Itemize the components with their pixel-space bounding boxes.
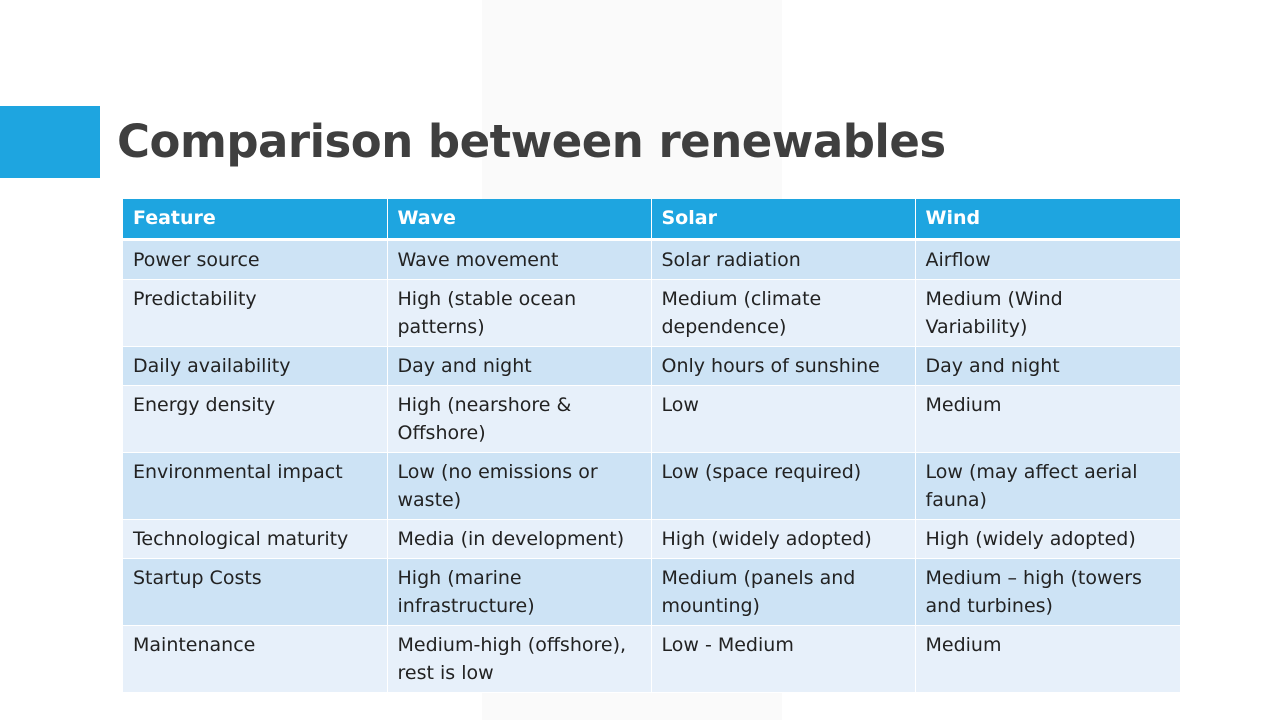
cell-wave: Day and night	[387, 346, 652, 386]
header-wind: Wind	[915, 199, 1180, 241]
cell-wind: High (widely adopted)	[915, 519, 1180, 559]
cell-solar: Low (space required)	[651, 452, 916, 520]
comparison-table-container: Feature Wave Solar Wind Power source Wav…	[123, 199, 1180, 693]
cell-wave: High (marine infrastructure)	[387, 558, 652, 626]
cell-feature: Energy density	[123, 385, 388, 453]
cell-solar: Only hours of sunshine	[651, 346, 916, 386]
table-row: Power source Wave movement Solar radiati…	[123, 239, 1180, 280]
table-row: Energy density High (nearshore & Offshor…	[123, 385, 1180, 453]
cell-solar: Medium (panels and mounting)	[651, 558, 916, 626]
cell-feature: Startup Costs	[123, 558, 388, 626]
cell-wind: Airflow	[915, 239, 1180, 280]
slide-title: Comparison between renewables	[117, 115, 946, 168]
table-row: Maintenance Medium-high (offshore), rest…	[123, 625, 1180, 693]
accent-block	[0, 106, 100, 178]
cell-wind: Medium – high (towers and turbines)	[915, 558, 1180, 626]
cell-wind: Medium (Wind Variability)	[915, 279, 1180, 347]
table-row: Environmental impact Low (no emissions o…	[123, 452, 1180, 520]
cell-feature: Technological maturity	[123, 519, 388, 559]
cell-solar: Solar radiation	[651, 239, 916, 280]
table-header-row: Feature Wave Solar Wind	[123, 199, 1180, 241]
cell-wind: Low (may affect aerial fauna)	[915, 452, 1180, 520]
cell-solar: Medium (climate dependence)	[651, 279, 916, 347]
cell-wind: Medium	[915, 625, 1180, 693]
header-wave: Wave	[387, 199, 652, 241]
cell-wave: High (nearshore & Offshore)	[387, 385, 652, 453]
cell-wave: Medium-high (offshore), rest is low	[387, 625, 652, 693]
cell-feature: Maintenance	[123, 625, 388, 693]
cell-feature: Predictability	[123, 279, 388, 347]
cell-solar: Low	[651, 385, 916, 453]
table-row: Daily availability Day and night Only ho…	[123, 346, 1180, 386]
header-feature: Feature	[123, 199, 388, 241]
cell-wind: Medium	[915, 385, 1180, 453]
cell-wave: Low (no emissions or waste)	[387, 452, 652, 520]
header-solar: Solar	[651, 199, 916, 241]
cell-feature: Power source	[123, 239, 388, 280]
cell-wind: Day and night	[915, 346, 1180, 386]
cell-feature: Environmental impact	[123, 452, 388, 520]
cell-solar: High (widely adopted)	[651, 519, 916, 559]
cell-wave: High (stable ocean patterns)	[387, 279, 652, 347]
table-row: Predictability High (stable ocean patter…	[123, 279, 1180, 347]
table-row: Startup Costs High (marine infrastructur…	[123, 558, 1180, 626]
cell-wave: Media (in development)	[387, 519, 652, 559]
cell-solar: Low - Medium	[651, 625, 916, 693]
cell-feature: Daily availability	[123, 346, 388, 386]
cell-wave: Wave movement	[387, 239, 652, 280]
comparison-table: Feature Wave Solar Wind Power source Wav…	[123, 199, 1180, 693]
table-row: Technological maturity Media (in develop…	[123, 519, 1180, 559]
